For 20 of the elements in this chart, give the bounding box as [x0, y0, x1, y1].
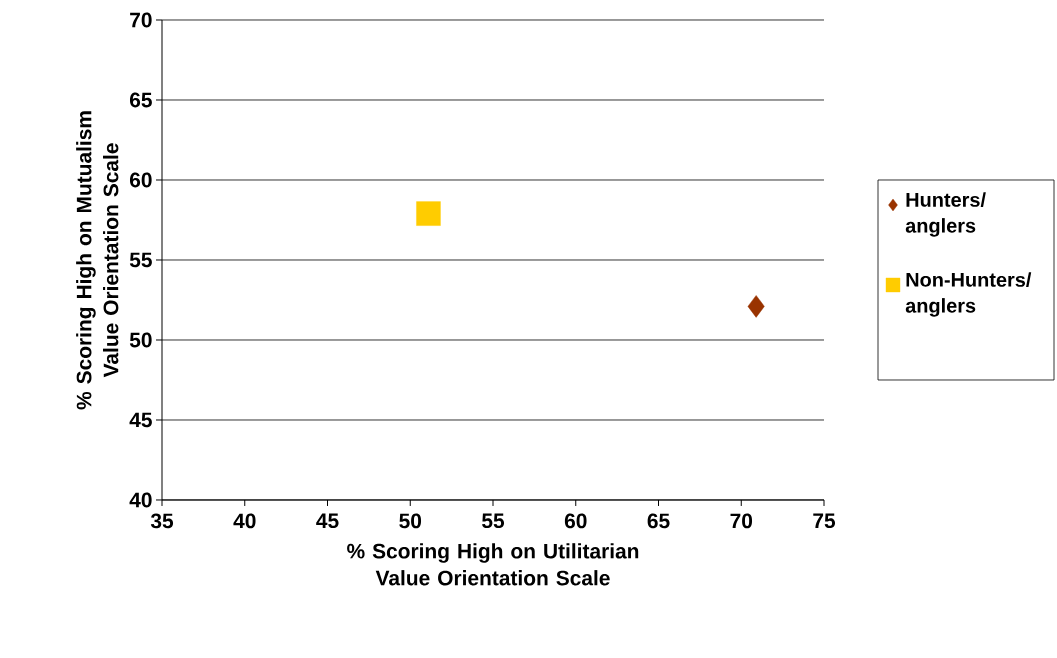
y-tick-label: 55: [129, 252, 152, 268]
legend-label: Non-Hunters/ anglers: [905, 272, 1032, 317]
x-tick-label: 60: [564, 513, 587, 529]
y-tick-label: 60: [129, 172, 152, 188]
x-tick-label: 40: [233, 513, 256, 529]
x-tick-label: 70: [730, 513, 753, 529]
y-tick-label: 40: [129, 492, 152, 508]
y-axis-title: % Scoring High on Mutualism Value Orientation Scale: [76, 111, 119, 410]
y-tick-label: 65: [129, 92, 152, 108]
x-tick-label: 75: [813, 513, 836, 529]
x-tick-label: 65: [647, 513, 670, 529]
x-tick-label: 50: [399, 513, 422, 529]
legend-label: Hunters/ anglers: [905, 192, 986, 237]
x-axis-title: % Scoring High on Utilitarian Value Orientation Scale: [347, 543, 639, 586]
y-tick-label: 70: [130, 12, 152, 28]
x-tick-label: 35: [150, 513, 174, 529]
x-tick-label: 55: [482, 513, 505, 529]
x-tick-label: 45: [316, 513, 339, 529]
y-tick-label: 45: [129, 412, 152, 428]
y-tick-label: 50: [129, 332, 152, 348]
